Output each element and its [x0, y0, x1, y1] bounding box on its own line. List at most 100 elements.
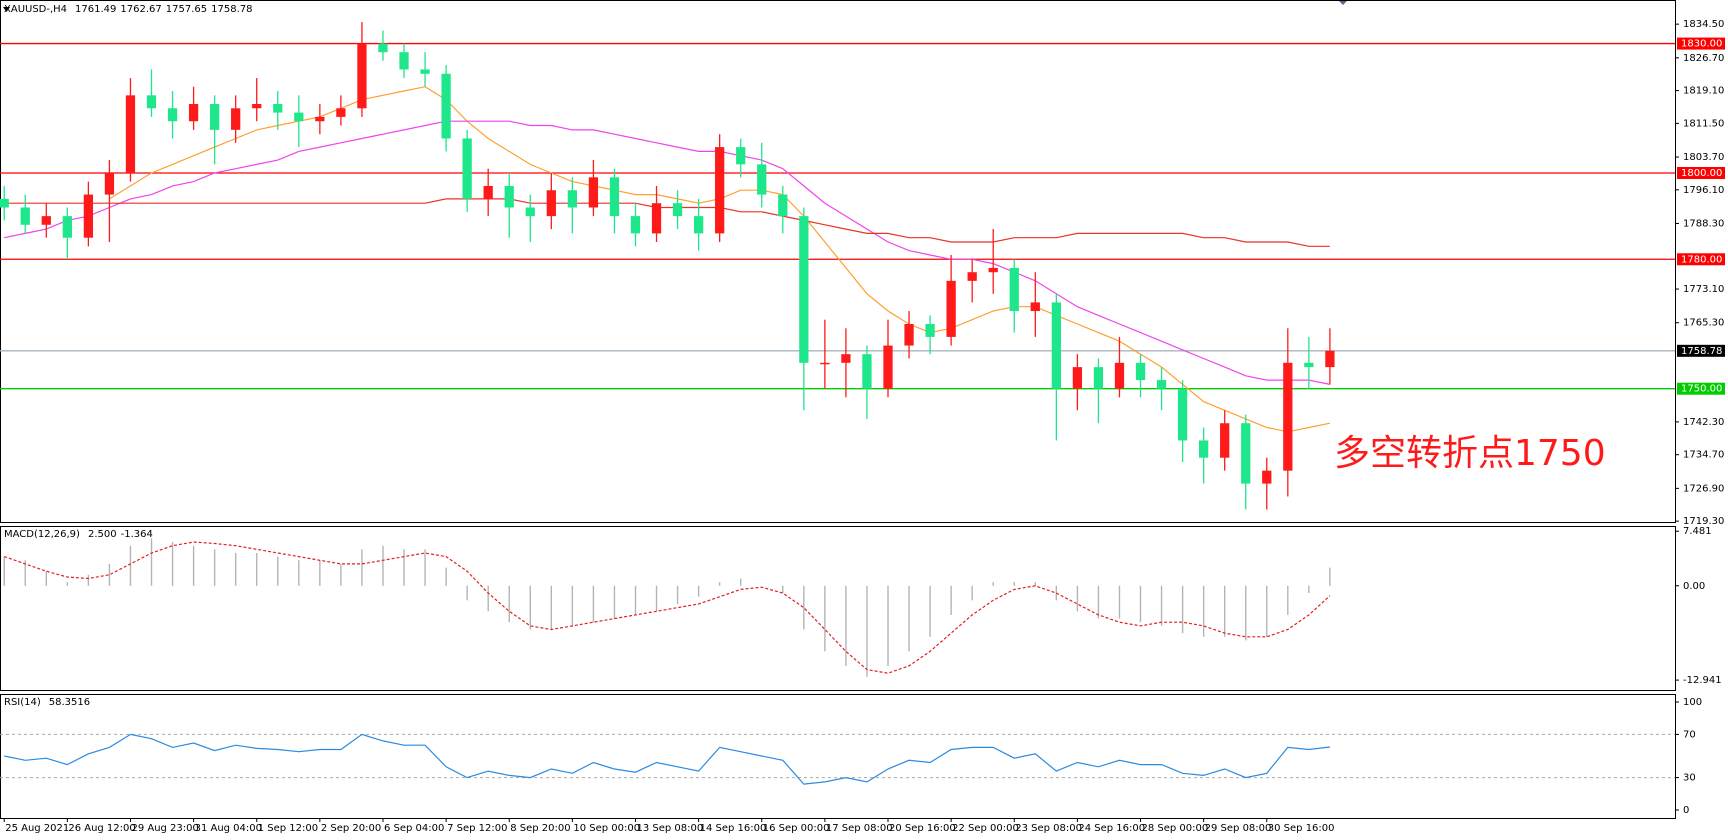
candle-body: [1072, 367, 1083, 389]
y-tick-label: 0.00: [1683, 581, 1705, 592]
moving-average: [4, 198, 1330, 247]
x-tick-label: 17 Sep 08:00: [826, 823, 893, 834]
readout-value: 1761.49: [75, 4, 116, 15]
indicator-header: RSI(14) 58.3516: [4, 697, 90, 708]
candle-body: [715, 147, 725, 234]
panel-frame: [0, 0, 1676, 523]
candle-body: [862, 354, 872, 389]
candle-body: [1135, 362, 1146, 381]
x-tick-label: 7 Sep 12:00: [447, 823, 507, 834]
y-tick-label: 1796.10: [1683, 185, 1724, 196]
candle-body: [146, 95, 157, 109]
candle-body: [904, 323, 914, 346]
level-label: 1780.00: [1681, 254, 1722, 265]
candle-body: [1283, 362, 1293, 471]
y-tick-label: 1834.50: [1683, 19, 1724, 30]
candle-body: [1114, 362, 1125, 389]
candle-body: [1325, 350, 1335, 368]
candle-body: [693, 216, 704, 234]
y-tick-label: 1773.10: [1683, 284, 1724, 295]
menu-arrow: [3, 7, 10, 12]
candle-body: [252, 103, 262, 109]
candle-body: [967, 272, 977, 281]
candle-body: [1220, 423, 1230, 458]
candle-body: [1051, 302, 1061, 389]
candle-body: [1009, 267, 1019, 312]
x-tick-label: 22 Sep 00:00: [952, 823, 1019, 834]
candle-body: [609, 177, 620, 217]
x-tick-label: 29 Sep 08:00: [1205, 823, 1272, 834]
candle-body: [441, 73, 451, 139]
candle-body: [83, 194, 94, 238]
x-tick-label: 14 Sep 16:00: [700, 823, 767, 834]
readout-value: 1757.65: [166, 4, 207, 15]
indicator-title: MACD(12,26,9): [4, 529, 80, 540]
candle-body: [757, 164, 767, 195]
candle-body: [231, 108, 241, 130]
candle-body: [125, 95, 136, 173]
candle-body: [1093, 367, 1104, 389]
level-label: 1800.00: [1681, 168, 1722, 179]
candle-body: [483, 185, 493, 199]
x-tick-label: 2 Sep 20:00: [321, 823, 381, 834]
candle-body: [1304, 362, 1314, 368]
annotation: 多空转折点1750: [1334, 433, 1606, 474]
y-tick-label: 70: [1683, 729, 1696, 740]
candle-body: [1241, 423, 1251, 484]
candle-body: [210, 103, 220, 130]
y-tick-label: 1803.70: [1683, 152, 1724, 163]
level-label: 1830.00: [1681, 39, 1722, 50]
readout-value: 1758.78: [211, 4, 252, 15]
candle-body: [1199, 440, 1209, 458]
candle-body: [294, 112, 304, 122]
level-tag: [1677, 253, 1725, 266]
x-tick-label: 8 Sep 20:00: [510, 823, 570, 834]
candle-body: [651, 203, 662, 234]
y-tick-label: 1811.50: [1683, 118, 1724, 129]
readout-value: -1.364: [121, 529, 153, 540]
candle-body: [525, 207, 535, 217]
candle-body: [378, 43, 388, 53]
candle-body: [925, 323, 935, 337]
indicator-title: XAUUSD-,H4: [4, 4, 67, 15]
candle-body: [946, 280, 956, 337]
indicator-header: MACD(12,26,9) 2.500 -1.364: [4, 529, 153, 540]
candle-body: [399, 52, 409, 70]
candle-body: [988, 267, 998, 273]
indicator-title: RSI(14): [4, 697, 41, 708]
x-tick-label: 24 Sep 16:00: [1078, 823, 1145, 834]
candle-body: [1030, 302, 1040, 312]
candle-body: [188, 103, 199, 122]
level-tag: [1677, 166, 1725, 179]
x-tick-label: 10 Sep 00:00: [573, 823, 640, 834]
y-tick-label: -12.941: [1683, 675, 1722, 686]
candle-body: [104, 172, 115, 195]
readout-value: 2.500: [88, 529, 117, 540]
candle-body: [273, 103, 283, 113]
y-tick-label: 1719.30: [1683, 516, 1724, 527]
x-tick-label: 13 Sep 08:00: [636, 823, 703, 834]
candle-body: [420, 69, 430, 74]
y-tick-label: 100: [1683, 697, 1702, 708]
panel-frame: [0, 526, 1676, 691]
y-tick-label: 7.481: [1683, 526, 1712, 537]
candle-body: [1177, 388, 1188, 441]
candle-body: [167, 108, 178, 122]
candle-body: [20, 207, 30, 225]
candle-body: [546, 190, 556, 217]
y-tick-label: 1788.30: [1683, 218, 1724, 229]
x-tick-label: 20 Sep 16:00: [889, 823, 956, 834]
x-tick-label: 6 Sep 04:00: [384, 823, 444, 834]
y-tick-label: 1742.30: [1683, 417, 1724, 428]
y-tick-label: 1765.30: [1683, 318, 1724, 329]
level-tag: [1677, 344, 1725, 357]
x-tick-label: 16 Sep 00:00: [763, 823, 830, 834]
candle-body: [841, 354, 851, 363]
x-tick-label: 1 Sep 12:00: [258, 823, 318, 834]
candle-body: [799, 216, 809, 363]
readout-value: 1762.67: [120, 4, 161, 15]
candle-body: [0, 198, 9, 208]
candle-body: [315, 116, 325, 122]
